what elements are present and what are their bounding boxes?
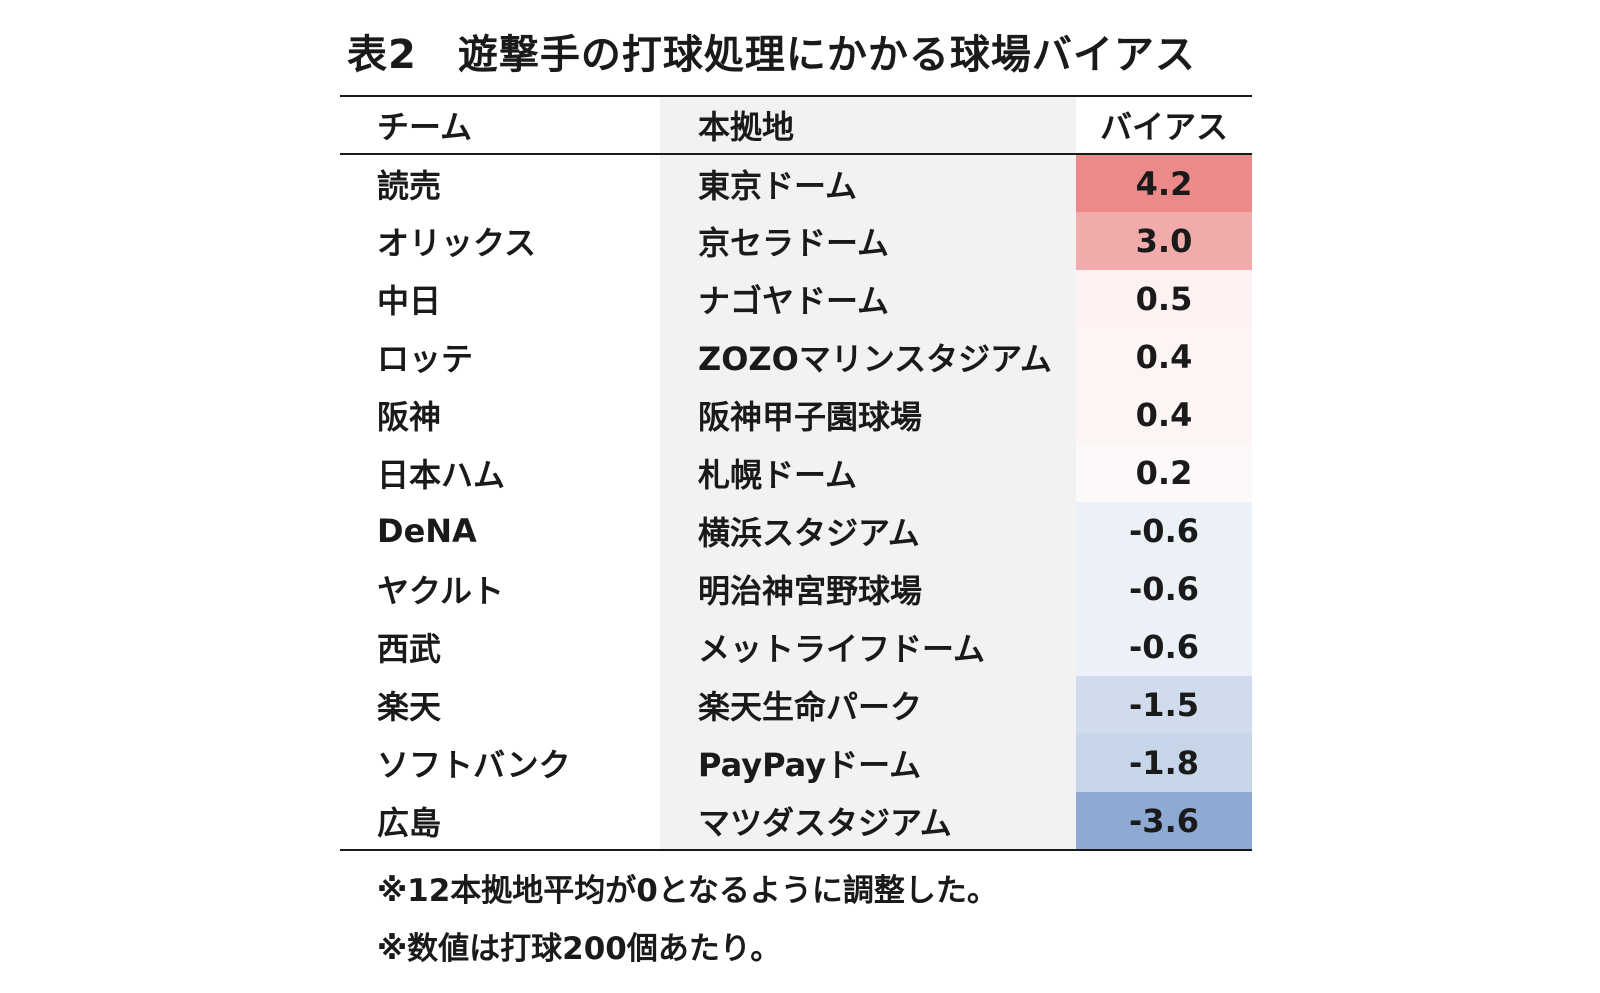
team-column-header: チーム — [377, 108, 473, 146]
table-body: 読売 東京ドーム 4.2 オリックス 京セラドーム 3.0 中日 ナゴヤドーム 0.5 ロッテ ZO… — [340, 154, 1252, 850]
bias-value-cell: 0.4 — [1076, 328, 1252, 386]
stadium-bias-table: チーム 本拠地 バイアス 読売 東京ドーム 4.2 オリックス 京セラドーム 3.0 中日 ナ… — [340, 95, 1252, 851]
footnote-adjustment: ※12本拠地平均が0となるように調整した。 — [377, 873, 998, 909]
footnote-units: ※数値は打球200個あたり。 — [377, 931, 782, 967]
team-name-cell: ヤクルト — [377, 572, 505, 610]
stadium-name-cell: 京セラドーム — [660, 212, 1076, 270]
stadium-name-cell: ZOZOマリンスタジアム — [660, 328, 1076, 386]
table-row: 西武 メットライフドーム -0.6 — [340, 618, 1252, 676]
bias-value-cell: -0.6 — [1076, 618, 1252, 676]
table-row: 日本ハム 札幌ドーム 0.2 — [340, 444, 1252, 502]
table-row: ロッテ ZOZOマリンスタジアム 0.4 — [340, 328, 1252, 386]
bias-value-cell: -3.6 — [1076, 792, 1252, 850]
table-row: 阪神 阪神甲子園球場 0.4 — [340, 386, 1252, 444]
team-name-cell: 中日 — [377, 282, 442, 320]
table-row: 中日 ナゴヤドーム 0.5 — [340, 270, 1252, 328]
table-row: ヤクルト 明治神宮野球場 -0.6 — [340, 560, 1252, 618]
stadium-name-cell: メットライフドーム — [660, 618, 1076, 676]
team-name-cell: 日本ハム — [377, 456, 506, 494]
stadium-name-cell: マツダスタジアム — [660, 792, 1076, 850]
table-row: DeNA 横浜スタジアム -0.6 — [340, 502, 1252, 560]
footnotes: ※12本拠地平均が0となるように調整した。 ※数値は打球200個あたり。 — [377, 862, 998, 978]
stadium-name-cell: 阪神甲子園球場 — [660, 386, 1076, 444]
stadium-name-cell: 横浜スタジアム — [660, 502, 1076, 560]
team-name-cell: ロッテ — [377, 340, 474, 378]
stadium-name-cell: 楽天生命パーク — [660, 676, 1076, 734]
table-row: 楽天 楽天生命パーク -1.5 — [340, 676, 1252, 734]
bias-value-cell: 0.4 — [1076, 386, 1252, 444]
bias-value-cell: -0.6 — [1076, 502, 1252, 560]
stadium-name-cell: 東京ドーム — [660, 154, 1076, 212]
team-name-cell: 読売 — [377, 166, 442, 205]
table-row: 広島 マツダスタジアム -3.6 — [340, 792, 1252, 850]
bias-value-cell: -1.8 — [1076, 734, 1252, 792]
stadium-name-cell: PayPayドーム — [660, 734, 1076, 792]
bias-value-cell: -0.6 — [1076, 560, 1252, 618]
team-name-cell: ソフトバンク — [377, 746, 571, 784]
bias-value-cell: 0.2 — [1076, 444, 1252, 502]
stadium-name-cell: 札幌ドーム — [660, 444, 1076, 502]
bias-value-cell: 0.5 — [1076, 270, 1252, 328]
stadium-column-header: 本拠地 — [660, 96, 1076, 154]
team-name-cell: 阪神 — [377, 398, 442, 436]
team-name-cell: オリックス — [377, 224, 537, 262]
bias-column-header: バイアス — [1099, 108, 1228, 146]
table-row: 読売 東京ドーム 4.2 — [340, 154, 1252, 212]
stadium-name-cell: ナゴヤドーム — [660, 270, 1076, 328]
team-name-cell: DeNA — [377, 512, 477, 550]
team-name-cell: 西武 — [377, 630, 442, 668]
team-name-cell: 楽天 — [377, 688, 442, 726]
table-row: ソフトバンク PayPayドーム -1.8 — [340, 734, 1252, 792]
team-name-cell: 広島 — [377, 803, 442, 842]
table-header: チーム 本拠地 バイアス — [340, 96, 1252, 154]
bias-table-container: チーム 本拠地 バイアス 読売 東京ドーム 4.2 オリックス 京セラドーム 3.0 中日 ナ… — [340, 95, 1252, 851]
table-title: 表2 遊撃手の打球処理にかかる球場バイアス — [347, 32, 1196, 78]
table-row: オリックス 京セラドーム 3.0 — [340, 212, 1252, 270]
header-row: チーム 本拠地 バイアス — [340, 96, 1252, 154]
bias-value-cell: -1.5 — [1076, 676, 1252, 734]
bias-value-cell: 3.0 — [1076, 212, 1252, 270]
stadium-name-cell: 明治神宮野球場 — [660, 560, 1076, 618]
bias-value-cell: 4.2 — [1076, 154, 1252, 212]
